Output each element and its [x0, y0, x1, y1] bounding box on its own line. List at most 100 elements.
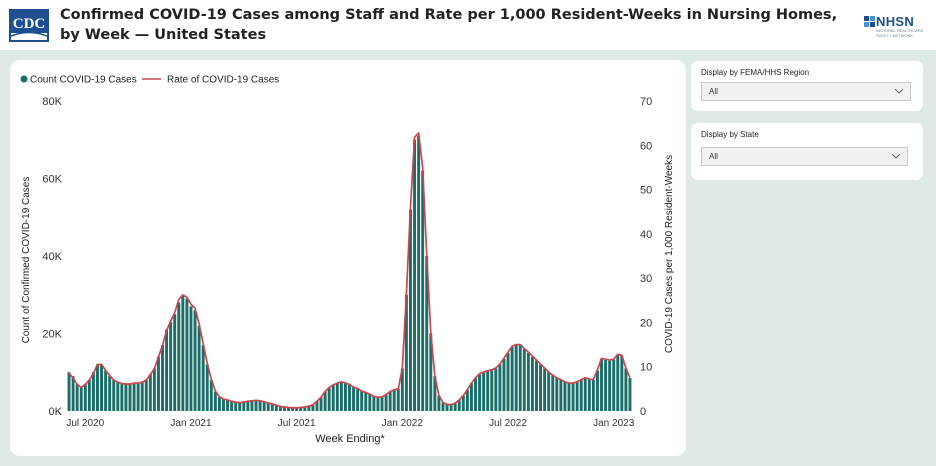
bar [486, 371, 490, 411]
bar [303, 407, 307, 412]
bar [604, 359, 608, 411]
y-right-tick-label: 50 [640, 185, 652, 197]
bar [559, 380, 563, 411]
bar [230, 401, 234, 411]
bar [128, 383, 132, 412]
bar [156, 356, 160, 411]
bar [437, 395, 441, 411]
bar [555, 378, 559, 411]
x-axis-title: Week Ending* [315, 433, 385, 445]
bar [530, 356, 534, 411]
legend: Count COVID-19 Cases Rate of COVID-19 Ca… [20, 75, 279, 86]
nhsn-logo-subtext: NATIONAL HEALTHCARE SAFETY NETWORK [876, 28, 924, 38]
bar [400, 368, 404, 412]
y-right-tick-label: 20 [640, 317, 652, 329]
region-dropdown[interactable]: All [701, 82, 911, 101]
bar [567, 383, 571, 411]
nhsn-logo-text: NHSN [876, 14, 915, 29]
bar [628, 378, 632, 411]
bar [161, 345, 164, 412]
bar [193, 310, 197, 411]
bar [291, 407, 295, 411]
bar [132, 383, 136, 411]
bar [262, 401, 266, 411]
y-left-tick-label: 20K [42, 329, 62, 341]
bar [116, 381, 120, 411]
rate-line [68, 132, 631, 409]
bar [364, 392, 368, 411]
region-filter-card: Display by FEMA/HHS Region All [691, 61, 923, 111]
bar [482, 372, 486, 411]
bar [177, 302, 181, 411]
bar [404, 294, 408, 411]
bar [514, 345, 518, 412]
bar [433, 376, 437, 412]
bar [535, 360, 538, 412]
bar [108, 376, 112, 412]
bar [315, 401, 319, 411]
bar [583, 378, 587, 411]
bar [209, 380, 213, 411]
bar [319, 397, 323, 411]
y-right-tick-label: 30 [640, 273, 652, 285]
bar [144, 380, 148, 411]
bar [165, 329, 169, 412]
page-header: CDC Confirmed COVID-19 Cases among Staff… [0, 0, 936, 50]
y-right-tick-label: 0 [640, 406, 646, 418]
bar [474, 378, 477, 411]
bar [205, 364, 209, 411]
bar [465, 389, 469, 411]
y-left-tick-label: 80K [42, 96, 62, 108]
bar [360, 390, 364, 411]
bar [331, 385, 335, 411]
bar [608, 360, 612, 412]
cdc-logo: CDC [9, 9, 49, 42]
page-title: Confirmed COVID-19 Cases among Staff and… [60, 7, 838, 43]
bar [469, 383, 473, 411]
bar [522, 349, 526, 411]
bar [254, 400, 258, 411]
bar [453, 403, 457, 411]
bars [67, 135, 632, 412]
bar [266, 402, 270, 411]
bar [335, 383, 339, 411]
bar [518, 345, 522, 412]
bar [299, 407, 303, 411]
y-right-tick-label: 40 [640, 229, 652, 241]
bar [189, 306, 193, 412]
bar [169, 321, 173, 412]
region-dropdown-value: All [709, 87, 718, 96]
bar [104, 370, 108, 411]
bar [441, 402, 445, 411]
bar [551, 375, 555, 411]
bar [396, 388, 400, 411]
bar [173, 314, 177, 412]
bar [380, 396, 384, 411]
state-dropdown[interactable]: All [701, 147, 908, 166]
chart-card: Count COVID-19 Cases Rate of COVID-19 Ca… [10, 60, 686, 456]
y-axis-left-title: Count of Confirmed COVID-19 Cases [21, 177, 32, 344]
bar [217, 397, 221, 411]
bar [457, 400, 461, 411]
nhsn-mark-icon [864, 16, 875, 27]
y-left-tick-label: 40K [42, 251, 62, 263]
bar [352, 386, 356, 411]
bar [327, 387, 331, 411]
bar [311, 404, 315, 411]
x-tick-label: Jan 2022 [382, 418, 424, 429]
chart: Count COVID-19 Cases Rate of COVID-19 Ca… [20, 75, 675, 445]
bar [498, 364, 502, 411]
bar [283, 407, 286, 412]
bar [339, 381, 343, 411]
bar [83, 383, 87, 412]
bar [510, 347, 514, 411]
bar [274, 405, 278, 411]
nhsn-logo: NHSN NATIONAL HEALTHCARE SAFETY NETWORK [864, 14, 930, 42]
x-tick-label: Jul 2020 [66, 418, 104, 429]
bar [409, 209, 412, 411]
cdc-logo-text: CDC [13, 16, 46, 32]
bar [587, 379, 591, 411]
bar [234, 402, 238, 411]
bar [242, 402, 246, 411]
bar [620, 355, 624, 411]
